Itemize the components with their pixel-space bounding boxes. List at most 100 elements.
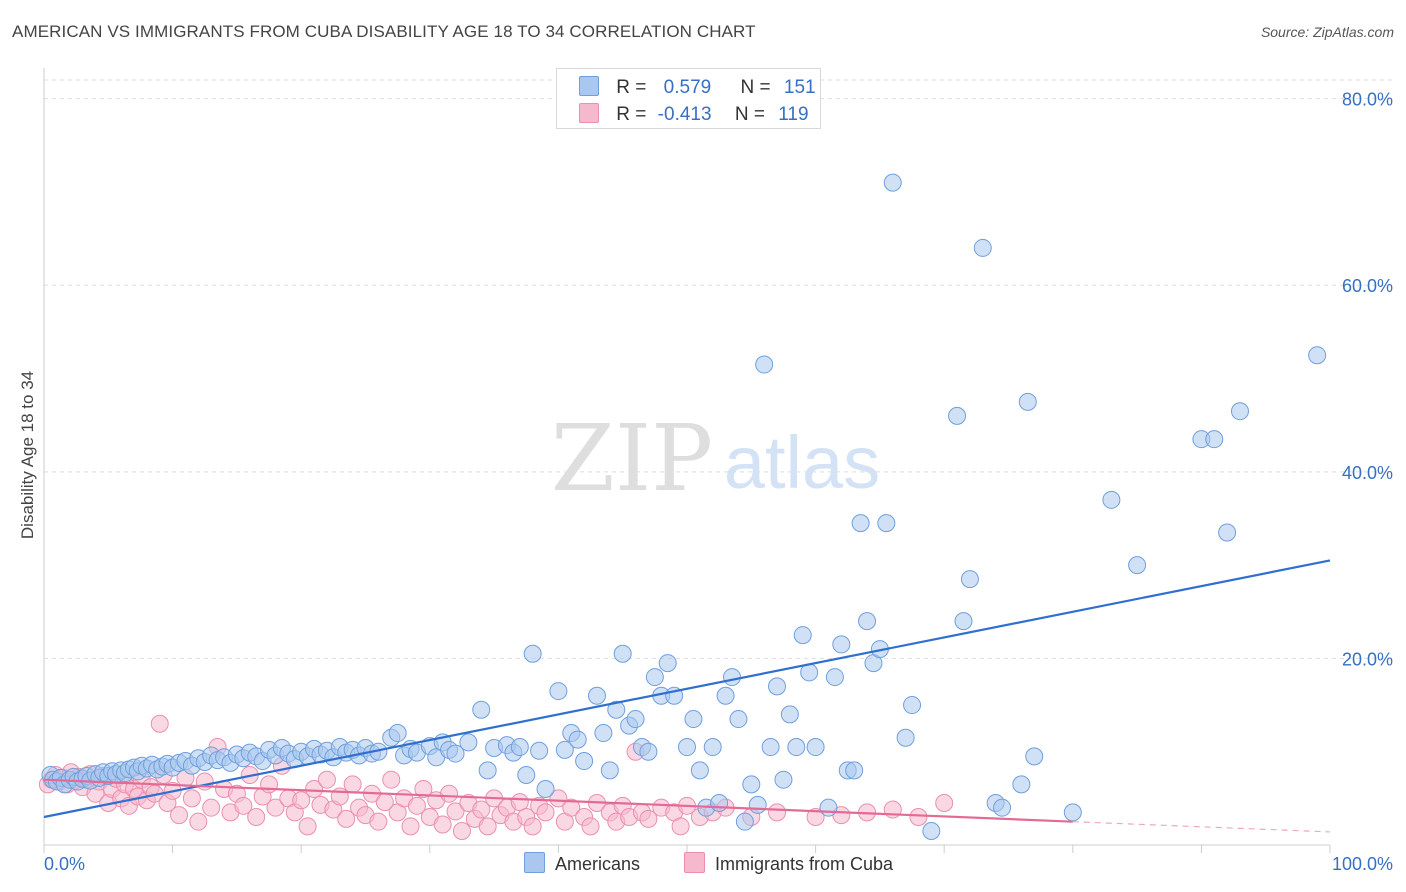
data-point-americans: [575, 752, 594, 771]
axes: [43, 68, 1331, 853]
legend-swatch-cuba: [684, 852, 705, 873]
data-point-cuba: [478, 817, 497, 836]
data-point-cuba: [260, 775, 279, 794]
americans-swatch: [579, 76, 599, 96]
data-point-cuba: [581, 817, 600, 836]
data-point-cuba: [440, 784, 459, 803]
cuba-swatch: [579, 103, 599, 123]
stats-row-cuba: R = -0.413 N = 119: [579, 103, 809, 125]
data-point-americans: [639, 742, 658, 761]
data-point-americans: [530, 741, 549, 760]
data-point-americans: [684, 710, 703, 729]
trend-lines: [43, 559, 1331, 833]
data-point-cuba: [562, 798, 581, 817]
n-value: 119: [778, 104, 809, 125]
data-point-americans: [1205, 430, 1224, 449]
data-point-americans: [735, 812, 754, 831]
data-point-cuba: [202, 798, 221, 817]
data-point-cuba: [266, 798, 285, 817]
data-point-americans: [948, 406, 967, 425]
trend-line-americans: [43, 559, 1331, 819]
data-point-cuba: [935, 794, 954, 813]
data-point-americans: [613, 644, 632, 663]
r-label: R =: [616, 77, 647, 98]
data-point-cuba: [292, 791, 311, 810]
data-point-americans: [742, 775, 761, 794]
data-point-cuba: [401, 817, 420, 836]
data-point-americans: [388, 724, 407, 743]
data-point-cuba: [536, 803, 555, 822]
data-point-americans: [858, 612, 877, 631]
data-point-cuba: [407, 796, 426, 815]
data-point-americans: [600, 761, 619, 780]
r-label: R =: [616, 104, 647, 125]
series-immigrants-from-cuba: [38, 714, 954, 841]
data-point-americans: [896, 728, 915, 747]
data-point-americans: [877, 514, 896, 533]
data-point-americans: [922, 822, 941, 841]
x-tick-label: 0.0%: [44, 854, 85, 874]
y-tick-label: 40.0%: [1342, 463, 1393, 483]
data-point-cuba: [549, 789, 568, 808]
data-point-americans: [851, 514, 870, 533]
data-point-americans: [755, 355, 774, 374]
data-point-americans: [825, 668, 844, 687]
data-point-americans: [960, 570, 979, 589]
data-point-americans: [1218, 523, 1237, 542]
data-point-americans: [1102, 490, 1121, 509]
data-point-americans: [517, 766, 536, 785]
data-point-americans: [729, 710, 748, 729]
data-point-americans: [459, 733, 478, 752]
data-point-americans: [536, 780, 555, 799]
y-tick-label: 80.0%: [1342, 90, 1393, 110]
data-point-americans: [446, 744, 465, 763]
data-point-americans: [903, 696, 922, 715]
data-point-cuba: [305, 780, 324, 799]
data-point-americans: [1230, 402, 1249, 421]
data-point-cuba: [343, 775, 362, 794]
data-point-cuba: [247, 808, 266, 827]
data-point-americans: [523, 644, 542, 663]
data-point-americans: [690, 761, 709, 780]
data-point-americans: [1308, 346, 1327, 365]
data-point-americans: [1063, 803, 1082, 822]
data-point-americans: [793, 626, 812, 645]
data-point-cuba: [510, 793, 529, 812]
data-point-americans: [819, 798, 838, 817]
data-point-americans: [703, 738, 722, 757]
data-point-americans: [845, 761, 864, 780]
data-point-americans: [954, 612, 973, 631]
n-label: N =: [734, 104, 765, 125]
data-point-cuba: [768, 803, 787, 822]
data-point-americans: [1128, 556, 1147, 575]
data-point-americans: [748, 795, 767, 814]
source-label: Source: ZipAtlas.com: [1260, 24, 1394, 40]
data-point-cuba: [523, 817, 542, 836]
data-point-americans: [716, 686, 735, 705]
data-point-americans: [478, 761, 497, 780]
data-point-cuba: [806, 808, 825, 827]
data-point-americans: [549, 682, 568, 701]
data-point-americans: [626, 710, 645, 729]
data-point-cuba: [298, 817, 317, 836]
data-point-americans: [510, 738, 529, 757]
data-point-americans: [678, 738, 696, 757]
data-point-americans: [993, 798, 1012, 817]
data-point-americans: [594, 724, 613, 743]
x-tick-label: 100.0%: [1332, 854, 1393, 874]
data-point-americans: [723, 668, 742, 687]
data-point-cuba: [446, 802, 465, 821]
data-point-cuba: [234, 796, 253, 815]
grid-lines: [44, 79, 1392, 659]
data-point-americans: [658, 654, 677, 673]
chart-title: AMERICAN VS IMMIGRANTS FROM CUBA DISABIL…: [12, 22, 756, 41]
stats-row-americans: R = 0.579 N = 151: [579, 76, 816, 98]
data-point-americans: [806, 738, 825, 757]
data-point-americans: [1025, 747, 1044, 766]
data-point-cuba: [382, 770, 401, 789]
y-tick-label: 60.0%: [1342, 276, 1393, 296]
watermark-zip: ZIP: [551, 405, 713, 512]
legend-swatch-americans: [524, 852, 545, 873]
data-point-americans: [472, 700, 491, 719]
watermark: ZIP atlas: [551, 405, 880, 512]
